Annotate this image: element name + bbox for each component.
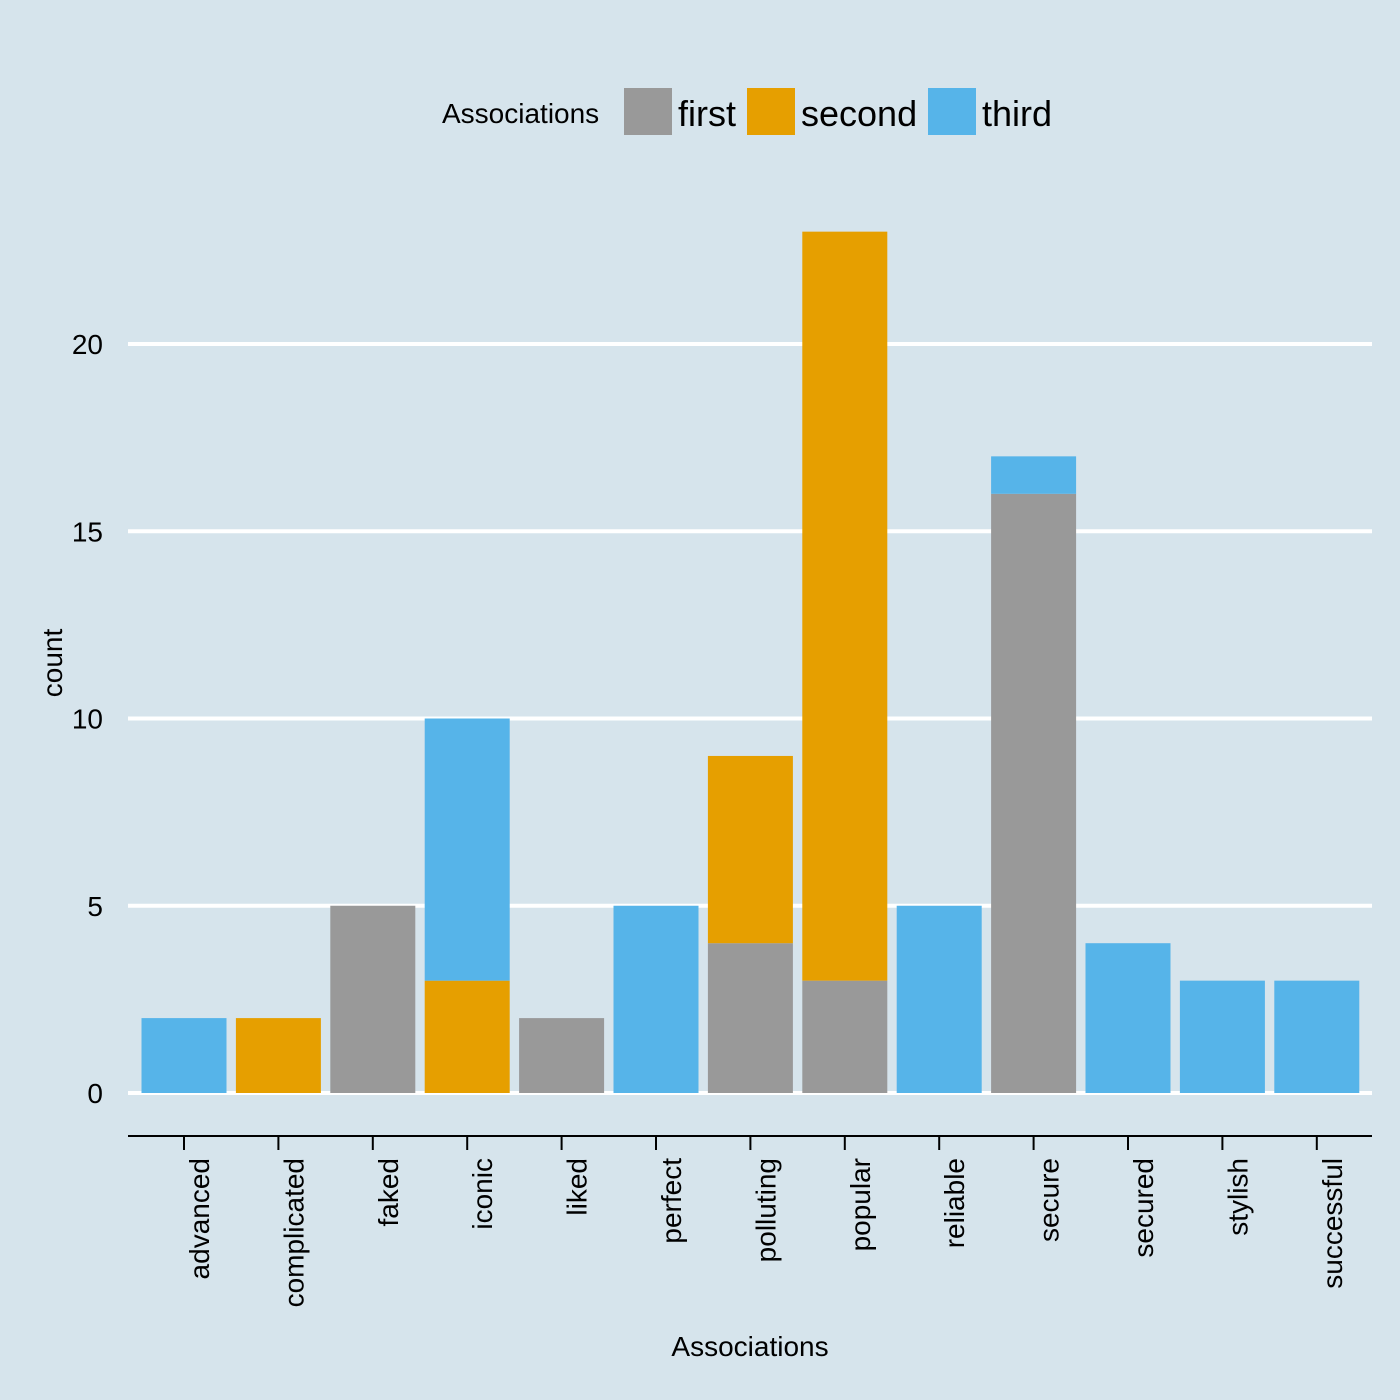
- legend: Associations first second third: [442, 88, 1052, 135]
- bar-secured-third: [1085, 943, 1171, 1093]
- x-axis-title: Associations: [671, 1331, 828, 1362]
- y-tick-label: 15: [72, 516, 103, 547]
- x-tick-label: liked: [562, 1158, 593, 1216]
- x-tick-label: faked: [373, 1158, 404, 1227]
- x-tick-labels: advanced complicated faked iconic liked perfe…: [183, 1136, 1348, 1307]
- x-tick-label: complicated: [278, 1158, 309, 1307]
- bar-iconic-third: [424, 718, 510, 981]
- bar-secure-first: [991, 493, 1077, 1093]
- x-tick-label: polluting: [750, 1158, 781, 1262]
- legend-key-third: [928, 88, 976, 135]
- bar-polluting-first: [707, 943, 793, 1093]
- y-axis-title: count: [37, 629, 68, 698]
- bar-perfect-third: [613, 905, 699, 1093]
- bar-reliable-third: [896, 905, 982, 1093]
- legend-label-third: third: [982, 93, 1052, 134]
- bar-popular-second: [802, 231, 888, 981]
- y-tick-label: 0: [87, 1078, 103, 1109]
- y-tick-labels: 0 5 10 15 20: [72, 329, 103, 1109]
- bar-polluting-second: [707, 755, 793, 944]
- legend-label-first: first: [678, 93, 736, 134]
- bar-faked-first: [330, 905, 416, 1093]
- bar-advanced-third: [141, 1018, 227, 1093]
- bar-successful-third: [1274, 980, 1360, 1093]
- legend-key-second: [747, 88, 795, 135]
- y-tick-label: 5: [87, 891, 103, 922]
- legend-title: Associations: [442, 98, 599, 129]
- bars: [141, 231, 1360, 1093]
- x-tick-label: iconic: [467, 1158, 498, 1230]
- x-tick-label: secured: [1128, 1158, 1159, 1258]
- legend-key-first: [624, 88, 672, 135]
- x-tick-label: popular: [845, 1158, 876, 1251]
- x-tick-label: advanced: [184, 1158, 215, 1279]
- y-tick-label: 10: [72, 704, 103, 735]
- x-tick-label: perfect: [656, 1158, 687, 1244]
- x-tick-label: secure: [1034, 1158, 1065, 1242]
- bar-stylish-third: [1179, 980, 1265, 1093]
- x-tick-label: stylish: [1222, 1158, 1253, 1236]
- legend-label-second: second: [801, 93, 917, 134]
- bar-popular-first: [802, 980, 888, 1093]
- y-tick-label: 20: [72, 329, 103, 360]
- bar-secure-third: [991, 456, 1077, 494]
- bar-liked-first: [519, 1018, 605, 1093]
- x-tick-label: reliable: [939, 1158, 970, 1248]
- bar-complicated-second: [235, 1018, 321, 1093]
- x-tick-label: successful: [1317, 1158, 1348, 1289]
- bar-iconic-second: [424, 980, 510, 1093]
